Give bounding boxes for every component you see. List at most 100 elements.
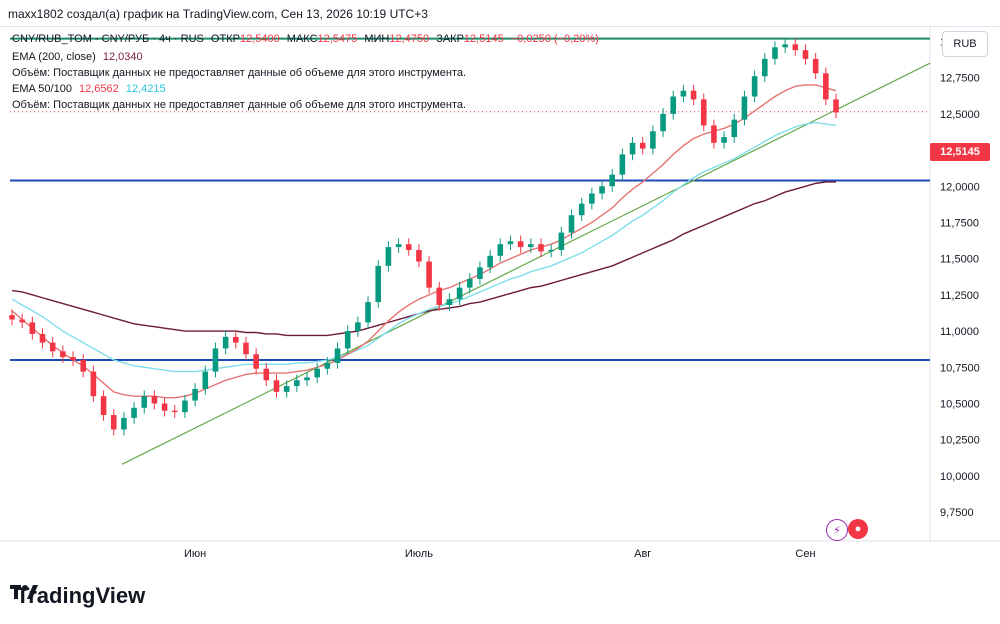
candle-body — [100, 396, 107, 416]
candle-body — [19, 319, 25, 323]
y-tick-label: 12,7500 — [940, 73, 980, 85]
candle-body — [385, 247, 392, 266]
candle-body — [538, 244, 544, 252]
candle-body — [650, 131, 656, 149]
open-label: ОТКР — [210, 33, 240, 45]
candle-body — [619, 154, 626, 175]
candle-body — [589, 193, 595, 204]
candle-body — [599, 186, 605, 194]
candle-body — [243, 342, 249, 355]
candle-body — [344, 331, 351, 349]
volume-notice-1: Объём: Поставщик данных не предоставляет… — [12, 67, 467, 79]
candle-body — [141, 396, 148, 408]
candle-body — [568, 215, 575, 233]
high-label: МАКС — [286, 33, 318, 45]
ema200-legend[interactable]: EMA (200, close) 12,0340 — [12, 51, 143, 63]
y-tick-label: 11,0000 — [940, 326, 979, 338]
y-tick-label: 11,2500 — [940, 290, 979, 302]
candle-body — [436, 287, 443, 305]
candle-body — [121, 417, 127, 430]
candle-body — [90, 371, 97, 397]
low-label: МИН — [364, 33, 390, 45]
candle-body — [629, 142, 636, 155]
candle-body — [761, 58, 768, 77]
candle-body — [80, 360, 87, 372]
candle-body — [517, 241, 524, 248]
candle-body — [355, 322, 361, 332]
y-tick-label: 10,2500 — [940, 435, 980, 447]
volume-notice-2: Объём: Поставщик данных не предоставляет… — [12, 99, 467, 111]
candle-body — [49, 342, 56, 352]
candle-body — [466, 278, 473, 288]
ema200-value: 12,0340 — [102, 51, 143, 63]
x-tick-label: Июль — [405, 548, 433, 560]
candle-body — [578, 203, 585, 216]
candle-body — [395, 244, 402, 248]
candle-body — [60, 351, 66, 358]
lightning-icon[interactable]: ⚡ — [826, 519, 848, 541]
candle-body — [497, 244, 504, 256]
price-chart[interactable]: 13,000012,750012,500012,250012,000011,75… — [0, 27, 1000, 567]
candle-body — [690, 90, 697, 100]
candle-body — [263, 368, 270, 381]
y-tick-label: 10,5000 — [940, 398, 980, 410]
y-tick-label: 12,0000 — [940, 181, 980, 193]
change-value: −0,0250 (−0,20%) — [510, 33, 599, 45]
candle-body — [700, 99, 707, 126]
chart-frame[interactable]: 13,000012,750012,500012,250012,000011,75… — [0, 26, 1000, 567]
candle-body — [283, 386, 290, 392]
candle-body — [171, 410, 178, 413]
candle-body — [639, 142, 646, 149]
y-tick-label: 11,5000 — [940, 254, 979, 266]
footer-logo[interactable]: TradingView — [10, 583, 145, 609]
candle-body — [161, 403, 168, 411]
footer-brand: TradingView — [16, 583, 146, 608]
candle-body — [182, 400, 188, 413]
candle-body — [334, 348, 341, 363]
candle-body — [304, 377, 310, 381]
candle-body — [731, 119, 738, 138]
candle-body — [110, 415, 117, 430]
ema200-label: EMA (200, close) — [12, 51, 96, 63]
candle-body — [487, 255, 493, 268]
y-tick-label: 10,7500 — [940, 362, 980, 374]
ema200-line — [11, 181, 836, 337]
candle-body — [314, 368, 320, 378]
candle-body — [751, 76, 758, 97]
candle-body — [9, 315, 15, 320]
currency-button[interactable]: RUB — [942, 31, 988, 57]
candle-body — [39, 333, 46, 343]
symbol-line: CNY/RUB_TOM - CNY/РУБ · 4ч · RUS — [12, 33, 204, 45]
candle-body — [802, 50, 809, 59]
candle-body — [670, 96, 677, 114]
candle-body — [711, 125, 717, 143]
candle-body — [212, 348, 219, 372]
candle-body — [70, 357, 76, 361]
candle-body — [507, 241, 514, 245]
candle-body — [405, 244, 412, 250]
ema50-100-legend[interactable]: EMA 50/100 12,6562 12,4215 — [12, 83, 166, 95]
x-tick-label: Авг — [634, 548, 651, 560]
candle-body — [772, 47, 778, 59]
alert-icon[interactable]: ● — [848, 519, 868, 539]
candle-body — [680, 90, 687, 97]
candle-body — [823, 73, 829, 100]
candle-body — [192, 388, 198, 401]
candle-body — [365, 302, 371, 323]
ema50-value: 12,6562 — [79, 83, 119, 95]
chart-caption: maxx1802 создал(а) график на TradingView… — [8, 7, 428, 21]
candle-body — [833, 99, 839, 113]
candle-body — [660, 113, 666, 132]
candle-body — [741, 96, 748, 120]
ema100-line — [11, 121, 837, 373]
candle-body — [426, 261, 432, 288]
candle-body — [812, 58, 819, 74]
close-label: ЗАКР — [436, 33, 464, 45]
candle-body — [558, 232, 565, 250]
candle-body — [782, 44, 788, 48]
trend-line — [121, 62, 931, 465]
candle-body — [456, 287, 463, 300]
candle-body — [324, 362, 331, 369]
candle-body — [528, 244, 534, 248]
candle-body — [222, 336, 229, 349]
